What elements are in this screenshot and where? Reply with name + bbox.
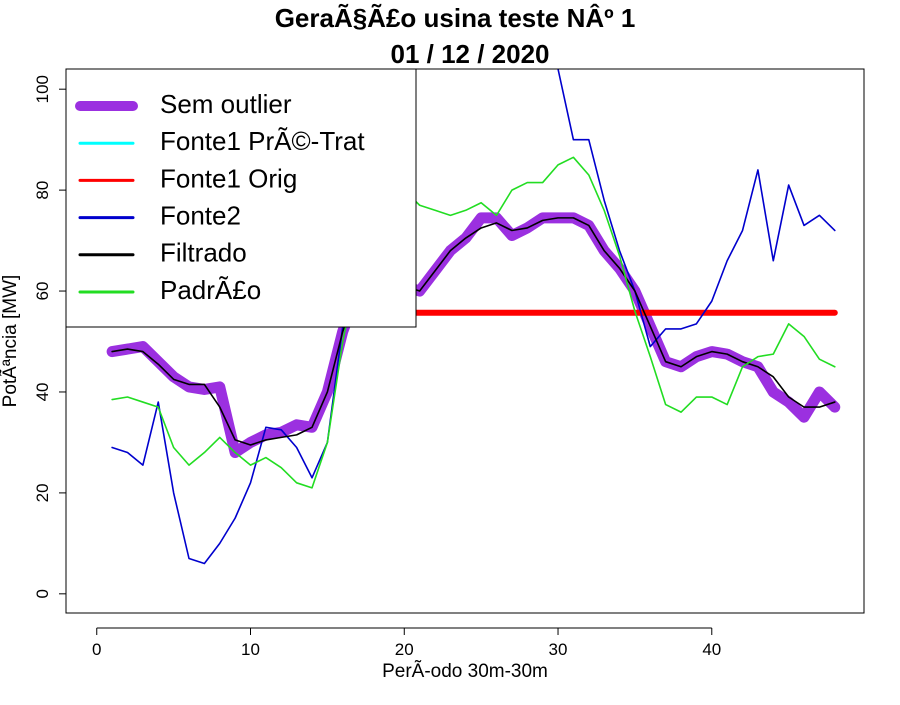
y-tick-label: 20 xyxy=(33,483,52,502)
y-tick-label: 100 xyxy=(33,75,52,103)
legend-label: Filtrado xyxy=(160,238,247,268)
axes: 0 10 20 30 40 0 20 40 60 80 100 xyxy=(33,75,721,659)
x-tick-label: 40 xyxy=(702,640,721,659)
y-tick-label: 0 xyxy=(33,589,52,598)
x-tick-label: 10 xyxy=(241,640,260,659)
y-tick-label: 60 xyxy=(33,282,52,301)
series-line xyxy=(111,69,836,565)
x-tick-label: 20 xyxy=(395,640,414,659)
legend: Sem outlier Fonte1 PrÃ©-Trat Fonte1 Orig Fo… xyxy=(65,68,417,328)
chart-title: GeraÃ§Ã£o usina teste NÂº 1 xyxy=(275,3,636,33)
series-line xyxy=(111,217,836,446)
legend-label: Fonte1 PrÃ©-Trat xyxy=(160,126,365,156)
x-tick-label: 30 xyxy=(549,640,568,659)
legend-label: Fonte1 Orig xyxy=(160,163,297,193)
chart-subtitle: 01 / 12 / 2020 xyxy=(390,39,549,69)
series-line xyxy=(111,156,836,489)
y-tick-label: 80 xyxy=(33,181,52,200)
legend-label: Sem outlier xyxy=(160,89,292,119)
y-axis-label: PotÃªncia [MW] xyxy=(0,275,21,408)
x-tick-label: 0 xyxy=(92,640,101,659)
plot-box xyxy=(65,68,865,614)
legend-box xyxy=(65,68,417,328)
x-axis-label: PerÃ-odo 30m-30m xyxy=(382,660,548,682)
legend-label: Fonte2 xyxy=(160,200,241,230)
y-tick-label: 40 xyxy=(33,383,52,402)
legend-label: PadrÃ£o xyxy=(160,275,261,305)
